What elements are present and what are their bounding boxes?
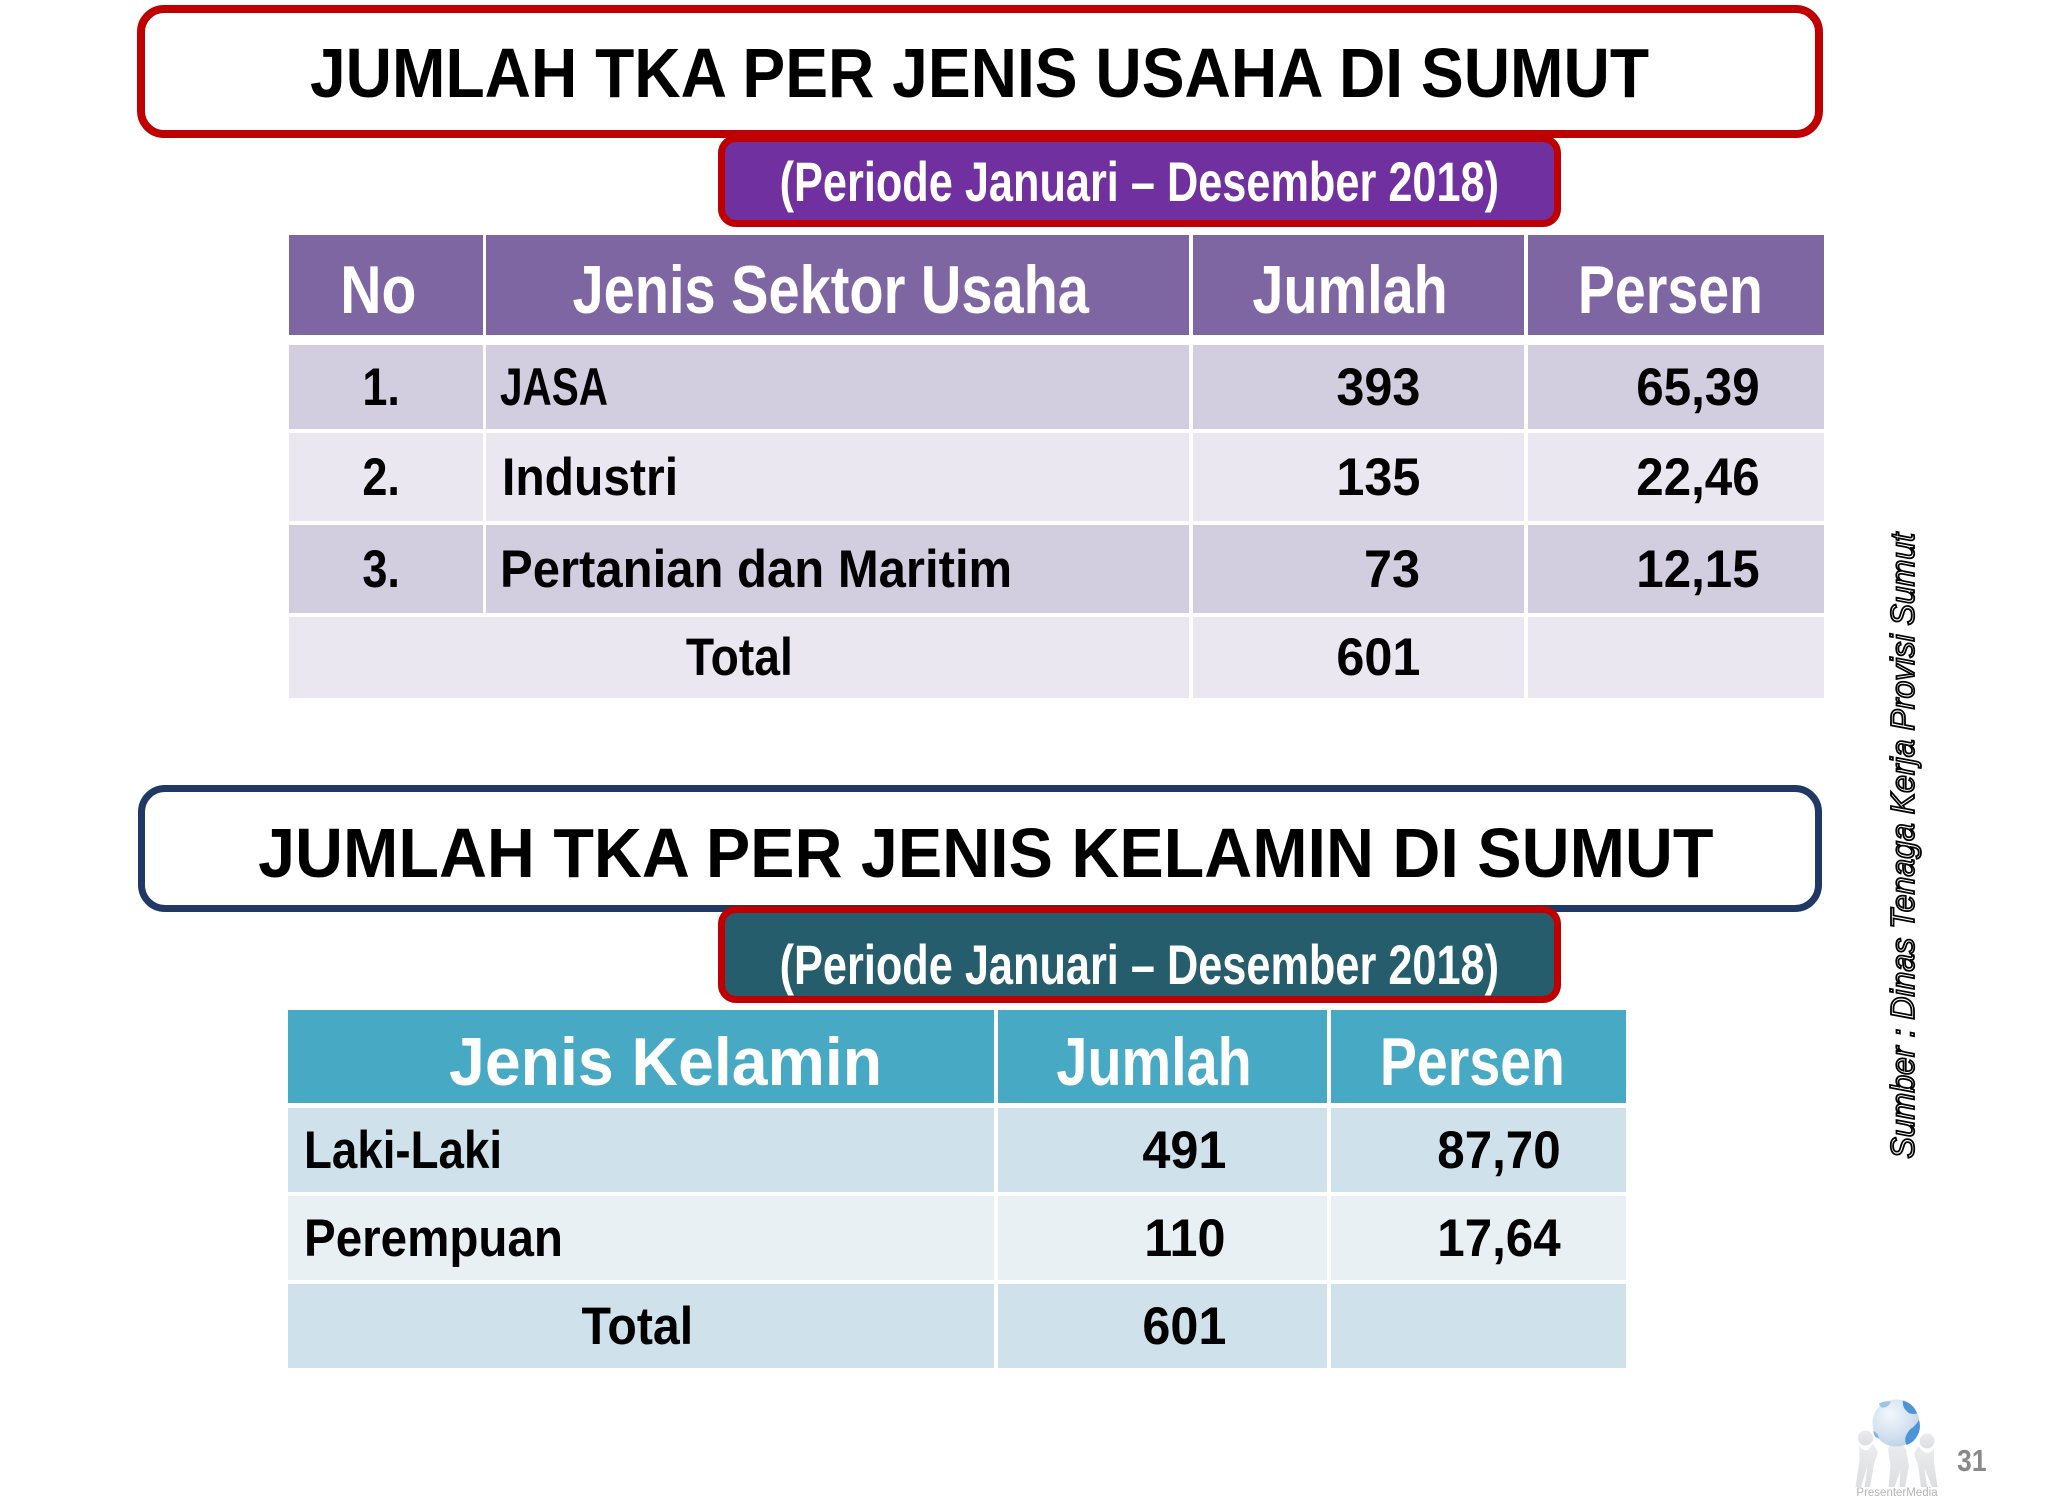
svg-text:PresenterMedia: PresenterMedia xyxy=(1856,1487,1938,1499)
